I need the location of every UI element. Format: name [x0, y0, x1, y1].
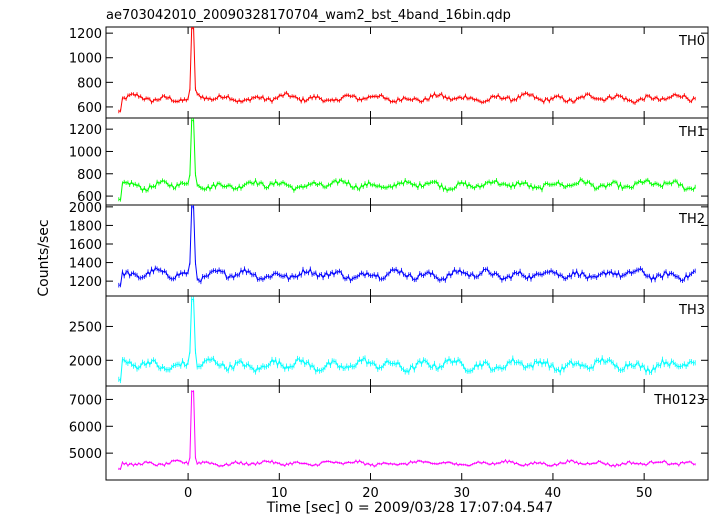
panel-th0: 600 800 1000 1200 TH0: [69, 26, 709, 119]
panel-frame: [105, 385, 709, 481]
y-tick-label: 2000: [69, 354, 102, 369]
y-tick-label: 1800: [69, 219, 102, 234]
panel-label: TH1: [678, 125, 705, 140]
x-tick-label: 0: [184, 486, 192, 501]
y-tick-label: 800: [77, 76, 102, 91]
panel-th3: 2000 2500 TH3: [69, 295, 709, 387]
panel-label: TH0: [678, 34, 705, 49]
chart-title: ae703042010_20090328170704_wam2_bst_4ban…: [106, 8, 511, 23]
series-line-th2: [118, 206, 696, 286]
y-tick-label: 600: [77, 190, 102, 205]
panel-label: TH0123: [653, 393, 705, 408]
y-tick-label: 1200: [69, 27, 102, 42]
panel-th0123: 5000 6000 7000 TH0123: [69, 385, 709, 481]
y-tick-label: 1000: [69, 145, 102, 160]
panel-th2: 1200 1400 1600 1800 2000 TH2: [69, 201, 709, 297]
y-axis-label: Counts/sec: [36, 219, 52, 296]
y-tick-label: 2500: [69, 320, 102, 335]
y-tick-label: 5000: [69, 447, 102, 462]
y-tick-label: 1200: [69, 275, 102, 290]
x-tick-label: 20: [362, 486, 379, 501]
panel-frame: [105, 204, 709, 297]
error-bars-th0: [118, 27, 696, 114]
x-tick-label: 40: [545, 486, 562, 501]
error-bars-th1: [118, 118, 696, 202]
y-tick-label: 6000: [69, 420, 102, 435]
y-tick-label: 800: [77, 168, 102, 183]
x-tick-label: 50: [636, 486, 653, 501]
y-tick-label: 1400: [69, 257, 102, 272]
y-tick-label: 1600: [69, 238, 102, 253]
x-tick-label: 10: [271, 486, 288, 501]
error-bars-th3: [118, 296, 696, 384]
panel-frame: [105, 117, 709, 206]
series-line-th0123: [118, 390, 696, 470]
panel-label: TH3: [678, 303, 705, 318]
series-line-th1: [118, 119, 696, 201]
error-bars-th2: [118, 205, 696, 288]
panel-frame: [105, 26, 709, 119]
y-tick-label: 7000: [69, 393, 102, 408]
panel-th1: 600 800 1000 1200 TH1: [69, 117, 709, 206]
x-axis-label: Time [sec] 0 = 2009/03/28 17:07:04.547: [266, 500, 553, 516]
panels-group: 600 800 1000 1200 TH0 600 800 1000 1200 TH1 1200 14…: [69, 26, 709, 501]
y-tick-label: 600: [77, 101, 102, 116]
y-tick-label: 1000: [69, 52, 102, 67]
error-bars-th0123: [118, 390, 696, 470]
panel-label: TH2: [678, 212, 705, 227]
x-tick-label: 30: [453, 486, 470, 501]
y-tick-label: 2000: [69, 201, 102, 216]
y-tick-label: 1200: [69, 123, 102, 138]
